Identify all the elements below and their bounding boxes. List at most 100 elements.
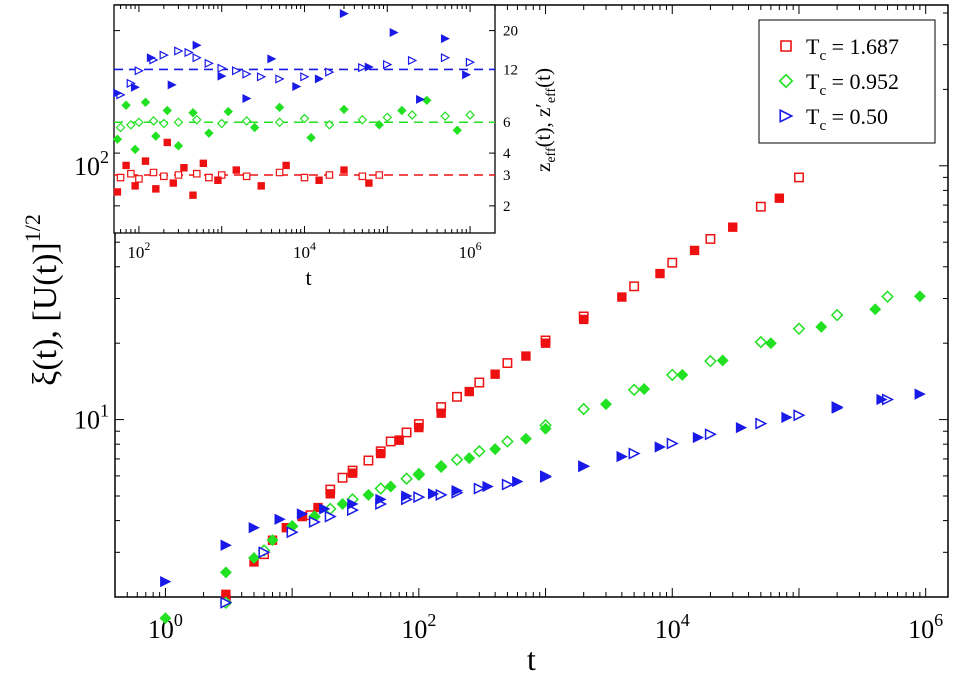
data-point-filled	[490, 369, 500, 379]
inset-data-point-filled	[199, 159, 208, 167]
inset-data-point-open	[174, 46, 184, 56]
data-point-filled	[248, 522, 260, 534]
x-tick-label: 102	[401, 610, 436, 644]
inset-data-point-open	[407, 110, 418, 120]
inset-data-point-filled	[249, 122, 260, 133]
data-point-filled	[655, 268, 665, 279]
data-point-open	[629, 281, 640, 292]
legend-label-value: = 0.50	[826, 104, 888, 129]
inset-data-point-filled	[416, 94, 426, 104]
inset-data-point-open	[158, 118, 169, 129]
inset-x-tick-label-exponent: 6	[476, 239, 482, 253]
data-point-filled	[401, 490, 413, 502]
data-point-filled	[616, 450, 628, 463]
inset-data-point-open	[134, 66, 144, 76]
data-point-filled	[362, 488, 375, 501]
inset-data-point-filled	[282, 161, 290, 170]
data-point-filled	[876, 393, 888, 406]
inset-y-label-part: (t), z′	[531, 103, 555, 147]
inset-data-point-filled	[339, 9, 349, 19]
data-point-open	[435, 488, 448, 501]
data-point-filled	[319, 503, 331, 515]
inset-data-point-open	[242, 172, 251, 181]
inset-x-tick-label-base: 10	[293, 243, 310, 262]
data-point-open	[501, 478, 514, 491]
inset-data-point-filled	[169, 179, 177, 187]
data-point-filled	[451, 484, 463, 497]
legend-marker	[778, 73, 794, 89]
data-point-filled	[394, 435, 404, 445]
inset-data-point-filled	[192, 40, 202, 50]
legend-label-main: T	[806, 104, 820, 129]
inset-data-point-open	[149, 168, 158, 177]
data-point-filled	[654, 441, 666, 453]
y-axis-label: ξ(t), [U(t)]1/2	[20, 214, 64, 386]
data-point-filled	[521, 351, 531, 361]
data-point-filled	[375, 493, 387, 505]
inset-data-point-open	[325, 67, 335, 77]
inset-data-point-open	[407, 55, 418, 66]
inset-data-point-open	[126, 119, 136, 130]
inset-data-point-open	[115, 122, 126, 133]
inset-data-point-filled	[141, 157, 150, 165]
data-point-filled	[540, 338, 551, 348]
y-tick-label-exponent: 1	[100, 401, 109, 421]
data-point-filled	[540, 470, 552, 482]
inset-data-point-open	[440, 111, 451, 121]
x-tick-label-base: 10	[908, 615, 934, 644]
y-tick-label: 102	[74, 147, 109, 181]
legend-label-subscript: c	[819, 48, 826, 64]
legend-marker	[779, 108, 794, 124]
x-tick-label-base: 10	[401, 615, 427, 644]
inset-data-point-open	[358, 172, 367, 181]
data-point-filled	[735, 421, 748, 434]
inset-data-point-open	[324, 119, 335, 130]
data-point-filled	[489, 443, 502, 456]
inset-data-point-filled	[112, 134, 123, 144]
main-plot-frame	[114, 4, 949, 598]
inset-data-point-filled	[162, 105, 172, 116]
inset-data-point-filled	[131, 182, 139, 190]
inset-data-point-open	[148, 116, 159, 126]
data-point-open	[577, 402, 591, 416]
x-tick-label-base: 10	[655, 615, 681, 644]
y-tick-label-base: 10	[74, 152, 100, 181]
data-point-open	[220, 596, 233, 609]
inset-data-point-filled	[292, 81, 302, 91]
inset-x-tick-label-exponent: 2	[144, 239, 150, 253]
inset-series-s1	[113, 138, 384, 199]
legend-label: Tc = 0.50	[806, 104, 888, 134]
data-point-open	[754, 335, 768, 349]
inset-data-point-filled	[188, 108, 198, 118]
x-axis-label: t	[527, 641, 536, 674]
inset-data-point-filled	[204, 128, 214, 138]
inset-data-point-open	[275, 74, 285, 84]
inset-data-point-open	[300, 173, 309, 182]
inset-data-point-open	[241, 116, 252, 126]
inset-data-point-filled	[315, 176, 323, 184]
x-tick-label-exponent: 4	[681, 610, 690, 630]
data-point-open	[308, 515, 321, 529]
inset-data-point-open	[375, 171, 384, 179]
series-s3	[160, 388, 926, 609]
data-point-open	[794, 172, 804, 183]
data-point-open	[385, 436, 396, 447]
inset-data-point-filled	[113, 88, 123, 98]
inset-data-point-open	[358, 62, 368, 73]
y-axis-label-exponent: 1/2	[20, 214, 45, 242]
data-point-filled	[831, 402, 844, 414]
data-point-open	[627, 383, 641, 397]
inset-data-point-filled	[365, 179, 373, 187]
inset-data-point-open	[274, 117, 285, 128]
inset-data-point-filled	[314, 74, 324, 84]
inset-data-point-open	[383, 59, 393, 70]
data-point-open	[400, 472, 413, 486]
y-axis-label-text: ξ(t), [U(t)]	[27, 242, 64, 386]
data-point-filled	[676, 368, 689, 381]
data-point-filled	[464, 386, 474, 397]
inset-data-point-filled	[274, 102, 285, 113]
data-point-open	[755, 201, 766, 212]
inset-data-point-filled	[214, 176, 222, 184]
data-point-open	[450, 453, 464, 467]
